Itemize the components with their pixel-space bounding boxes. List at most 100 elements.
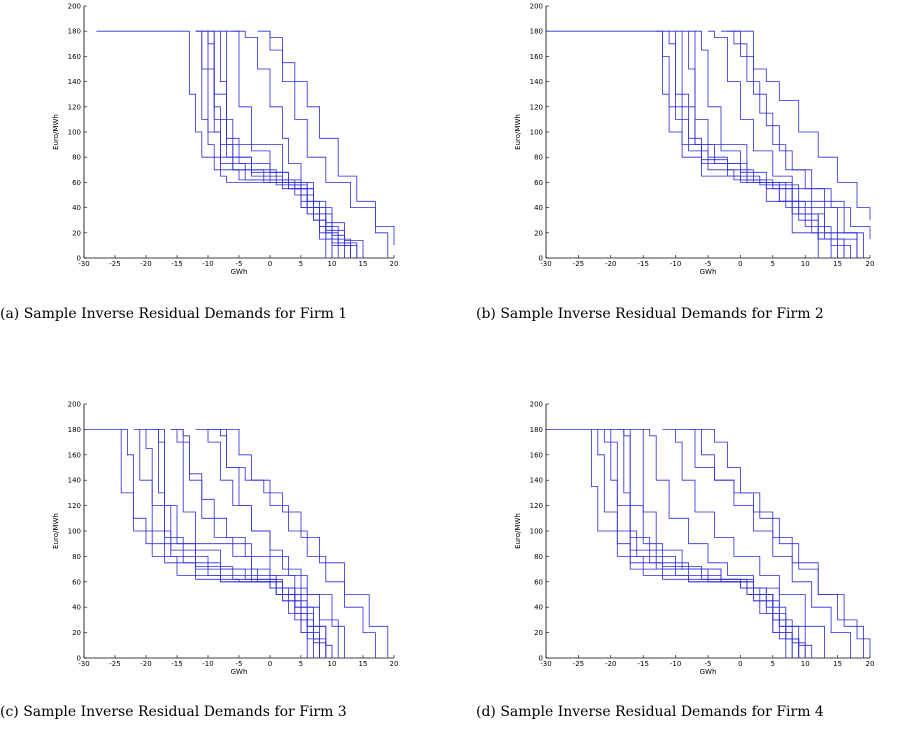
y-tick-label: 160 <box>530 53 543 61</box>
y-tick-label: 100 <box>530 129 543 137</box>
series-line-11 <box>675 429 864 658</box>
y-tick-label: 40 <box>534 204 543 212</box>
x-tick-label: 10 <box>801 660 810 668</box>
y-tick-label: 160 <box>68 451 81 459</box>
x-tick-label: -10 <box>670 660 681 668</box>
x-tick-label: 15 <box>833 260 842 268</box>
x-tick-label: 0 <box>268 260 272 268</box>
y-tick-label: 180 <box>530 28 543 36</box>
x-tick-label: 10 <box>801 260 810 268</box>
y-tick-label: 120 <box>68 502 81 510</box>
x-tick-label: -25 <box>573 660 584 668</box>
chart-panel-c: -30 -25 -20 -15 -10 -5 0 5 10 15 20 0 20 40 60 80 100 120… <box>0 374 460 752</box>
x-tick-label: 10 <box>328 260 337 268</box>
y-tick-label: 200 <box>68 401 81 409</box>
series-line-6 <box>158 429 320 658</box>
series-line-1 <box>546 429 800 658</box>
x-tick-label: 20 <box>866 260 875 268</box>
series-line-6 <box>220 30 339 258</box>
y-tick-label: 80 <box>72 553 81 561</box>
series-line-8 <box>597 429 806 658</box>
y-tick-label: 140 <box>68 78 81 86</box>
x-tick-label: -10 <box>202 660 213 668</box>
series-line-12 <box>170 429 320 658</box>
y-tick-label: 100 <box>530 528 543 536</box>
y-tick-label: 20 <box>534 229 543 237</box>
caption-b: (b) Sample Inverse Residual Demands for … <box>476 306 824 322</box>
series-line-9 <box>643 429 787 658</box>
x-tick-label: -30 <box>78 660 89 668</box>
y-tick-label: 80 <box>534 553 543 561</box>
y-tick-label: 160 <box>68 53 81 61</box>
x-tick-label: -5 <box>236 260 243 268</box>
x-tick-label: -30 <box>540 660 551 668</box>
x-tick-label: 15 <box>359 660 368 668</box>
x-tick-label: -15 <box>171 260 182 268</box>
x-tick-label: -15 <box>171 660 182 668</box>
chart-svg-c: -30 -25 -20 -15 -10 -5 0 5 10 15 20020406080100120… <box>52 401 399 677</box>
y-tick-label: 60 <box>72 179 81 187</box>
x-tick-label: 5 <box>771 260 775 268</box>
x-tick-label: -10 <box>202 260 213 268</box>
y-tick-label: 60 <box>72 578 81 586</box>
x-tick-label: 20 <box>390 660 399 668</box>
x-axis-title: GWh <box>231 268 248 276</box>
series-line-1 <box>84 429 320 658</box>
x-tick-label: -5 <box>236 660 243 668</box>
series-line-13 <box>208 429 389 658</box>
series-line-13 <box>208 30 351 258</box>
x-tick-label: -25 <box>109 660 120 668</box>
x-tick-label: -20 <box>140 260 151 268</box>
x-tick-label: -20 <box>140 660 151 668</box>
series-line-13 <box>701 429 871 658</box>
y-tick-label: 100 <box>68 129 81 137</box>
y-tick-label: 180 <box>530 426 543 434</box>
x-tick-label: -20 <box>605 260 616 268</box>
y-tick-label: 140 <box>530 477 543 485</box>
y-tick-label: 120 <box>68 103 81 111</box>
y-tick-label: 140 <box>530 78 543 86</box>
y-tick-label: 20 <box>534 629 543 637</box>
series-line-3 <box>669 30 838 258</box>
x-tick-label: 0 <box>738 660 742 668</box>
series-line-8 <box>139 429 327 658</box>
y-tick-label: 0 <box>539 255 543 263</box>
x-tick-label: -25 <box>109 260 120 268</box>
y-tick-label: 0 <box>77 255 81 263</box>
y-tick-label: 180 <box>68 426 81 434</box>
series-line-10 <box>662 429 825 658</box>
y-tick-label: 60 <box>534 578 543 586</box>
y-axis-title: Euro/MWh <box>52 114 60 150</box>
x-tick-label: -25 <box>573 260 584 268</box>
y-tick-label: 120 <box>530 103 543 111</box>
y-tick-label: 200 <box>530 401 543 409</box>
caption-c: (c) Sample Inverse Residual Demands for … <box>0 704 347 720</box>
y-tick-label: 80 <box>534 154 543 162</box>
y-tick-label: 100 <box>68 528 81 536</box>
x-tick-label: 20 <box>866 660 875 668</box>
y-axis-title: Euro/MWh <box>514 513 522 549</box>
series-line-11 <box>257 30 395 246</box>
y-tick-label: 80 <box>72 154 81 162</box>
chart-panel-a: -30 -25 -20 -15 -10 -5 0 5 10 15 20 0 20 40 60 80 100 120… <box>0 0 460 370</box>
chart-panel-b: -30 -25 -20 -15 -10 -5 0 5 10 15 20 0 20 40 60 80 100 120… <box>476 0 923 370</box>
x-tick-label: 15 <box>833 660 842 668</box>
x-axis-title: GWh <box>231 668 248 676</box>
series-line-11 <box>733 30 871 221</box>
series-line-14 <box>226 429 376 658</box>
series-line-6 <box>688 30 845 258</box>
x-axis-title: GWh <box>700 668 717 676</box>
series-line-10 <box>721 30 864 258</box>
x-tick-label: 5 <box>771 660 775 668</box>
series-line-12 <box>269 31 389 258</box>
series-line-4 <box>146 429 327 658</box>
x-tick-label: -30 <box>78 260 89 268</box>
y-tick-label: 0 <box>539 655 543 663</box>
caption-a: (a) Sample Inverse Residual Demands for … <box>0 306 348 322</box>
y-tick-label: 40 <box>72 204 81 212</box>
chart-svg-d: -30 -25 -20 -15 -10 -5 0 5 10 15 20020406080100120… <box>514 401 875 677</box>
x-tick-label: -5 <box>705 660 712 668</box>
caption-d: (d) Sample Inverse Residual Demands for … <box>476 704 824 720</box>
chart-svg-a: -30 -25 -20 -15 -10 -5 0 5 10 15 20020406080100120… <box>52 3 398 277</box>
y-tick-label: 40 <box>72 604 81 612</box>
